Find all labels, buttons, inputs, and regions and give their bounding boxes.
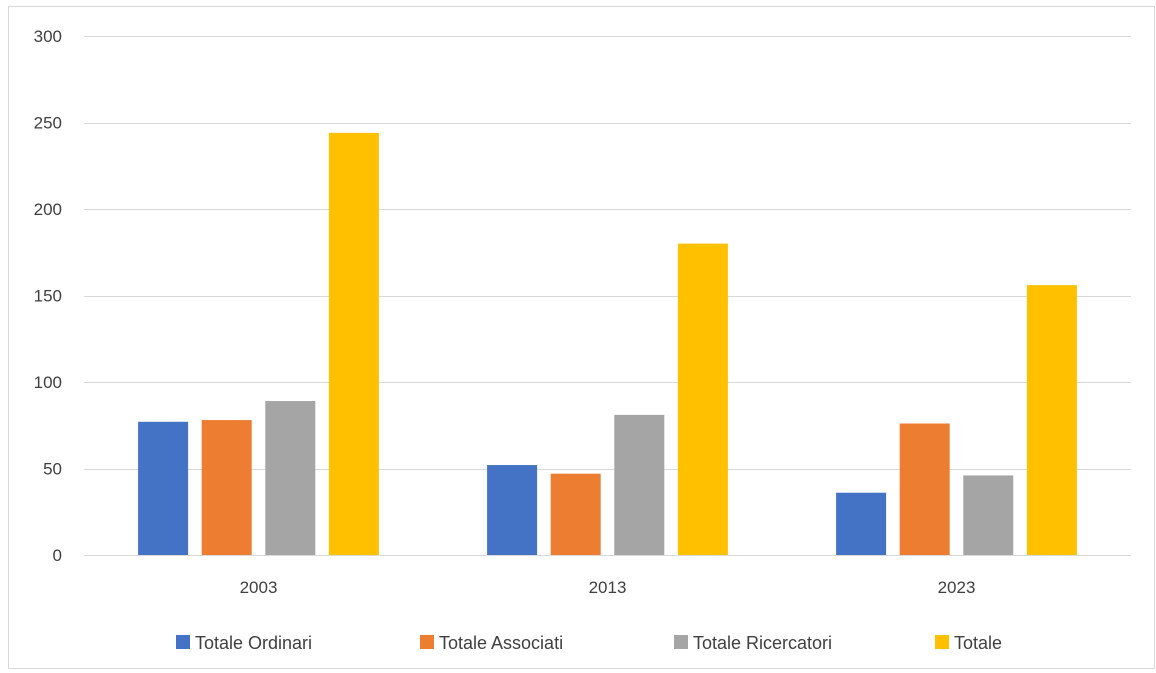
y-tick-label: 0 — [53, 546, 62, 565]
y-tick-label: 300 — [34, 27, 62, 46]
bar — [614, 414, 665, 555]
y-tick-label: 100 — [34, 373, 62, 392]
legend-label: Totale Ricercatori — [693, 633, 832, 653]
x-axis-tick-labels: 2003 2013 2023 — [240, 578, 976, 597]
x-tick-label: 2023 — [938, 578, 976, 597]
bar — [677, 243, 728, 555]
y-tick-label: 200 — [34, 200, 62, 219]
legend-label: Totale Associati — [439, 633, 563, 653]
bar — [328, 132, 379, 555]
bar — [487, 465, 538, 555]
x-tick-label: 2013 — [589, 578, 627, 597]
y-tick-label: 50 — [43, 460, 62, 479]
x-tick-label: 2003 — [240, 578, 278, 597]
y-tick-label: 250 — [34, 114, 62, 133]
legend-swatch — [420, 635, 434, 649]
bar — [899, 423, 950, 555]
legend-swatch — [176, 635, 190, 649]
gridlines — [84, 36, 1131, 470]
y-tick-label: 150 — [34, 287, 62, 306]
y-axis-tick-labels: 0 50 100 150 200 250 300 — [34, 27, 62, 565]
legend: Totale Ordinari Totale Associati Totale Ri… — [176, 633, 1002, 653]
legend-label: Totale Ordinari — [195, 633, 312, 653]
legend-swatch — [674, 635, 688, 649]
legend-swatch — [935, 635, 949, 649]
chart-frame — [8, 6, 1155, 669]
bar — [963, 475, 1014, 555]
bar — [550, 473, 601, 555]
bar — [138, 421, 189, 555]
bars — [138, 132, 1077, 555]
bar — [1026, 285, 1077, 555]
bar — [836, 492, 887, 555]
legend-label: Totale — [954, 633, 1002, 653]
bar — [201, 420, 252, 555]
bar — [265, 401, 316, 555]
